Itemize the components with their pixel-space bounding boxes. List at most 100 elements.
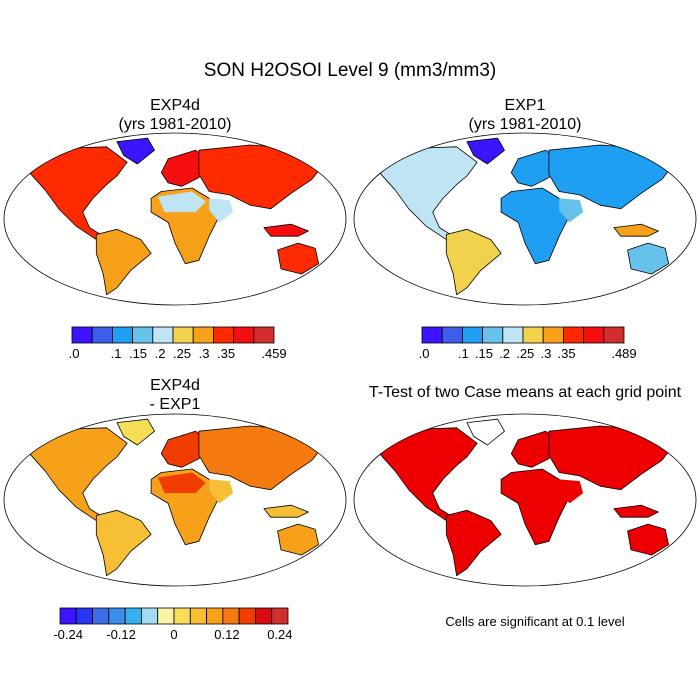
- region-greenland: [466, 137, 505, 165]
- colorbar-tick-label: .1: [111, 346, 122, 361]
- region-europe: [510, 430, 560, 468]
- colorbar-tick-label: .25: [173, 346, 191, 361]
- colorbar-tick-label: .1: [458, 346, 469, 361]
- colorbar-swatch: [91, 326, 113, 344]
- panel-3-title-line2: - EXP1: [149, 396, 201, 413]
- colorbar-tick-label: .2: [155, 346, 166, 361]
- colorbar-swatch: [212, 326, 234, 344]
- colorbar-1: .0 .1 .15 .2 .25 .3 .35 .459: [69, 326, 287, 361]
- region-south-america: [445, 228, 502, 296]
- colorbar-swatch: [522, 326, 544, 344]
- colorbar-swatch: [152, 326, 174, 344]
- colorbar-tick-label: 0: [170, 627, 177, 642]
- colorbar-tick-label: .35: [217, 346, 235, 361]
- colorbar-swatch: [71, 326, 93, 344]
- region-arabia: [209, 479, 234, 504]
- colorbar-swatch: [108, 607, 126, 625]
- region-indonesia: [263, 223, 309, 237]
- panel-3-title-line1: EXP4d: [150, 377, 200, 394]
- colorbar-tick-label: 0.12: [214, 627, 239, 642]
- region-europe: [160, 430, 210, 468]
- region-arabia: [209, 198, 234, 223]
- panel-4-title: T-Test of two Case means at each grid po…: [368, 384, 682, 401]
- panel-1-title-line2: (yrs 1981-2010): [118, 116, 232, 133]
- colorbar-3: -0.24 -0.12 0 0.12 0.24: [53, 607, 293, 642]
- region-greenland: [466, 418, 505, 446]
- colorbar-tick-label: .0: [419, 346, 430, 361]
- colorbar-tick-label: .0: [69, 346, 80, 361]
- panel-3-title: EXP4d - EXP1: [75, 376, 275, 414]
- region-sahara: [157, 191, 206, 213]
- colorbar-swatch: [157, 607, 175, 625]
- region-australia: [627, 523, 669, 556]
- map-outline: [3, 413, 347, 587]
- region-sahara: [507, 191, 556, 213]
- colorbar-swatch: [233, 326, 255, 344]
- colorbar-swatch: [189, 607, 207, 625]
- colorbar-tick-label: .3: [199, 346, 210, 361]
- colorbar-swatch: [461, 326, 483, 344]
- colorbar-tick-label: .35: [558, 346, 576, 361]
- panel-2-title: EXP1 (yrs 1981-2010): [425, 96, 625, 134]
- region-australia: [627, 242, 669, 275]
- colorbar-tick-label: .2: [499, 346, 510, 361]
- colorbar-swatch: [112, 326, 134, 344]
- panel-2-title-line2: (yrs 1981-2010): [468, 116, 582, 133]
- figure-title: SON H2OSOI Level 9 (mm3/mm3): [203, 60, 497, 81]
- colorbar-swatch: [172, 326, 194, 344]
- significance-note: Cells are significant at 0.1 level: [445, 614, 625, 629]
- map-outline: [3, 132, 347, 306]
- colorbar-swatch: [563, 326, 585, 344]
- colorbar-swatch: [124, 607, 142, 625]
- region-south-america: [445, 509, 502, 577]
- region-south-america: [95, 228, 152, 296]
- colorbar-tick-label: .489: [611, 346, 636, 361]
- colorbar-tick-label: .15: [129, 346, 147, 361]
- colorbar-tick-label: -0.12: [106, 627, 136, 642]
- colorbar-swatch: [482, 326, 504, 344]
- colorbar-swatch: [173, 607, 191, 625]
- colorbar-swatch: [59, 607, 77, 625]
- colorbar-swatch: [75, 607, 93, 625]
- map-panel-2: [353, 132, 697, 306]
- colorbar-swatch: [255, 607, 273, 625]
- map-panel-4: [353, 413, 697, 587]
- region-arabia: [559, 198, 584, 223]
- colorbar-swatch: [502, 326, 524, 344]
- panel-1-title-line1: EXP4d: [150, 97, 200, 114]
- colorbar-swatch: [421, 326, 443, 344]
- colorbar-swatch: [238, 607, 256, 625]
- colorbar-swatch: [222, 607, 240, 625]
- map-panel-1: [3, 132, 347, 306]
- colorbar-tick-label: .15: [475, 346, 493, 361]
- map-panel-3: [3, 413, 347, 587]
- region-north-america: [27, 427, 128, 521]
- colorbar-swatch: [542, 326, 564, 344]
- region-sahara: [157, 472, 206, 494]
- region-arabia: [559, 479, 584, 504]
- region-indonesia: [613, 223, 659, 237]
- colorbar-swatch: [206, 607, 224, 625]
- region-europe: [160, 149, 210, 187]
- region-south-america: [95, 509, 152, 577]
- colorbar-swatch: [583, 326, 605, 344]
- region-europe: [510, 149, 560, 187]
- region-indonesia: [263, 504, 309, 518]
- colorbar-swatch: [141, 607, 159, 625]
- colorbar-2: .0 .1 .15 .2 .25 .3 .35 .489: [419, 326, 637, 361]
- region-north-america: [377, 427, 478, 521]
- region-greenland: [116, 418, 155, 446]
- region-australia: [277, 523, 320, 556]
- colorbar-tick-label: 0.24: [267, 627, 292, 642]
- colorbar-tick-label: -0.24: [53, 627, 83, 642]
- panel-2-title-line1: EXP1: [504, 97, 546, 114]
- colorbar-swatch: [92, 607, 110, 625]
- colorbar-tick-label: .3: [541, 346, 552, 361]
- map-outline: [353, 132, 697, 306]
- colorbar-tick-label: .25: [516, 346, 534, 361]
- colorbar-tick-label: .459: [261, 346, 286, 361]
- colorbar-swatch: [603, 326, 625, 344]
- map-outline: [353, 413, 697, 587]
- colorbar-swatch: [271, 607, 289, 625]
